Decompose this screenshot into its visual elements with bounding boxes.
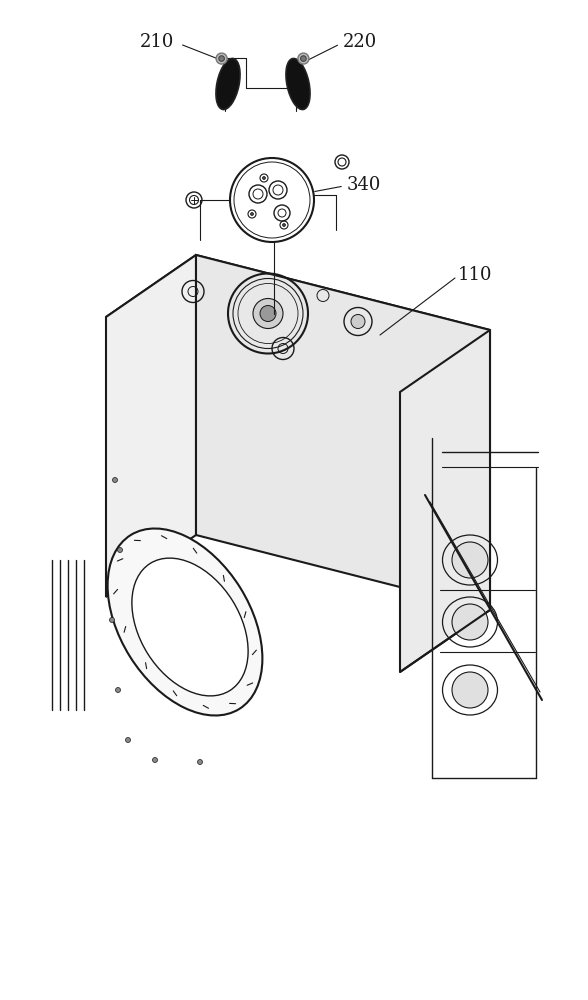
Ellipse shape <box>132 558 248 696</box>
Circle shape <box>452 672 488 708</box>
Circle shape <box>198 760 202 764</box>
Ellipse shape <box>216 58 240 110</box>
Circle shape <box>260 306 276 322</box>
Circle shape <box>118 548 122 552</box>
Circle shape <box>452 604 488 640</box>
Polygon shape <box>106 255 490 392</box>
Circle shape <box>300 56 306 61</box>
Text: 220: 220 <box>343 33 377 51</box>
Text: 210: 210 <box>140 33 175 51</box>
Polygon shape <box>106 255 196 597</box>
Circle shape <box>351 314 365 328</box>
Circle shape <box>109 617 115 622</box>
Circle shape <box>282 224 286 227</box>
Circle shape <box>125 738 131 742</box>
Circle shape <box>152 758 158 762</box>
Text: 110: 110 <box>458 266 493 284</box>
Circle shape <box>219 56 225 61</box>
Text: 340: 340 <box>347 176 382 194</box>
Circle shape <box>298 53 309 64</box>
Ellipse shape <box>108 528 262 716</box>
Circle shape <box>250 213 253 216</box>
Circle shape <box>216 53 227 64</box>
Circle shape <box>115 688 121 692</box>
Circle shape <box>262 176 266 180</box>
Ellipse shape <box>286 58 310 110</box>
Polygon shape <box>196 255 490 610</box>
Polygon shape <box>400 330 490 672</box>
Circle shape <box>112 478 118 483</box>
Circle shape <box>452 542 488 578</box>
Circle shape <box>253 298 283 328</box>
